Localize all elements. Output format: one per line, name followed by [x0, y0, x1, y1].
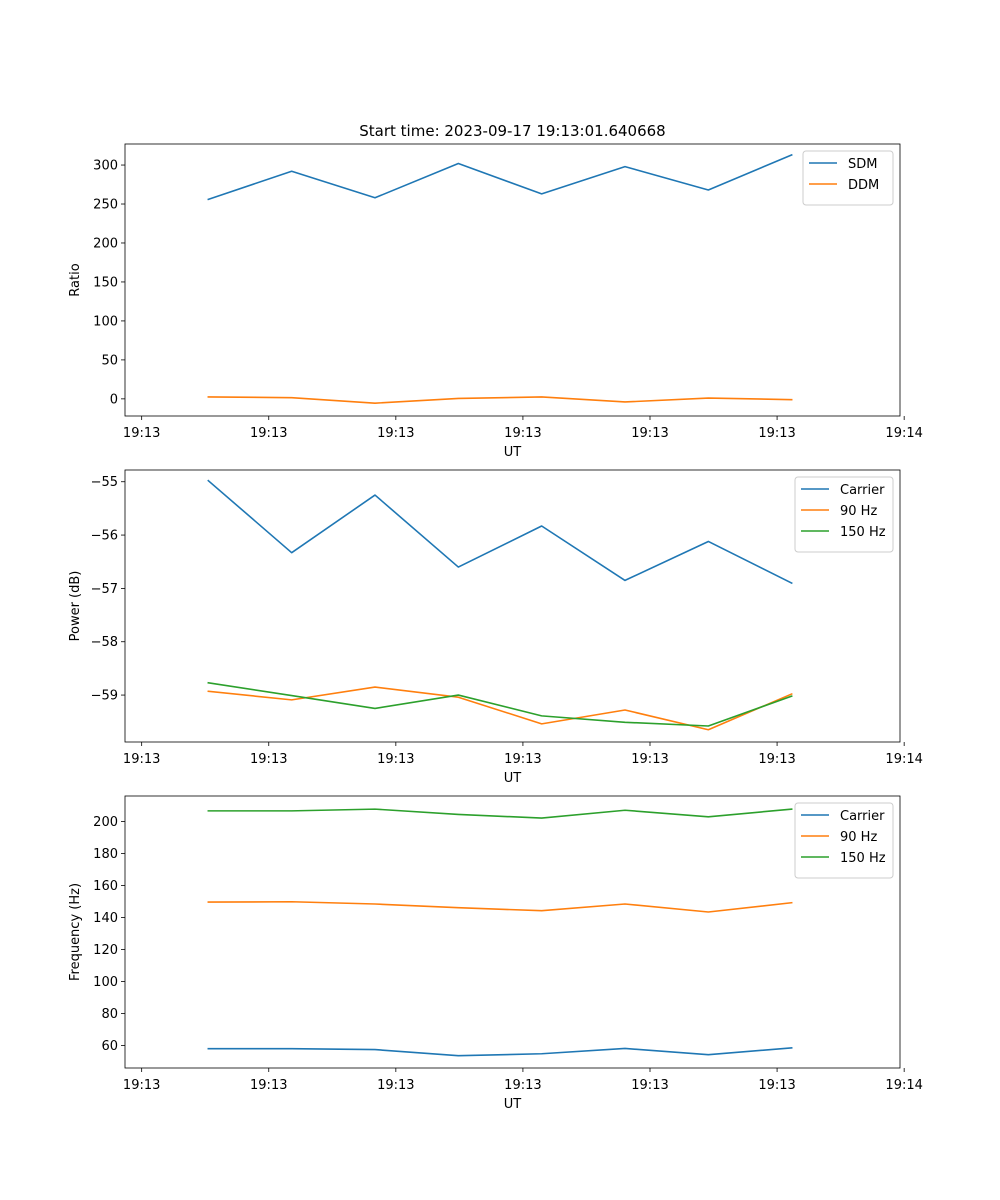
legend: Carrier 90 Hz 150 Hz [794, 802, 894, 879]
series-line-150-hz [207, 808, 793, 819]
y-tick-label: −59 [91, 689, 118, 704]
legend: Carrier 90 Hz 150 Hz [794, 476, 894, 553]
x-tick-label: 19:13 [250, 426, 287, 441]
axes-frame [124, 143, 901, 417]
y-tick-label: 100 [93, 975, 118, 990]
y-tick-label: 0 [110, 392, 118, 407]
x-tick-label: 19:13 [250, 752, 287, 767]
y-tick-label: −55 [91, 475, 118, 490]
x-tick-label: 19:13 [123, 1078, 160, 1093]
y-tick-label: 250 [93, 198, 118, 213]
x-tick-label: 19:13 [504, 752, 541, 767]
x-tick-label: 19:13 [123, 752, 160, 767]
x-tick-label: 19:13 [504, 1078, 541, 1093]
x-tick-label: 19:13 [631, 1078, 668, 1093]
x-tick-label: 19:13 [377, 752, 414, 767]
chart-title: Start time: 2023-09-17 19:13:01.640668 [359, 122, 665, 140]
y-tick-label: 80 [101, 1007, 118, 1022]
x-tick-label: 19:13 [377, 1078, 414, 1093]
axes-frame [124, 469, 901, 743]
legend-label: 90 Hz [840, 830, 877, 845]
x-tick-label: 19:14 [885, 752, 922, 767]
legend-box [794, 476, 894, 553]
x-axis-label: UT [504, 445, 522, 460]
x-tick-label: 19:14 [885, 426, 922, 441]
x-tick-label: 19:13 [377, 426, 414, 441]
y-tick-label: 100 [93, 314, 118, 329]
series-line-90-hz [207, 900, 793, 913]
y-tick-label: 50 [101, 353, 118, 368]
x-tick-label: 19:13 [758, 426, 795, 441]
legend-box [802, 150, 894, 206]
y-tick-label: 120 [93, 943, 118, 958]
legend-label: 150 Hz [840, 525, 886, 540]
x-tick-label: 19:13 [758, 1078, 795, 1093]
y-tick-label: −56 [91, 529, 118, 544]
legend-label: 90 Hz [840, 504, 877, 519]
y-tick-label: 200 [93, 815, 118, 830]
y-axis-label: Ratio [68, 263, 83, 296]
y-tick-label: 200 [93, 236, 118, 251]
series-line-carrier [207, 1046, 793, 1057]
legend-label: SDM [848, 157, 877, 172]
legend-label: DDM [848, 178, 879, 193]
series-line-90-hz [207, 686, 793, 731]
x-tick-label: 19:13 [758, 752, 795, 767]
x-tick-label: 19:13 [631, 426, 668, 441]
chart-2: 19:13 19:13 19:13 19:13 19:13 19:13 19:14 −59 −5… [68, 469, 923, 786]
legend-label: Carrier [840, 483, 885, 498]
x-axis-label: UT [504, 1097, 522, 1112]
y-tick-label: 140 [93, 911, 118, 926]
legend: SDM DDM [802, 150, 894, 206]
x-tick-label: 19:13 [250, 1078, 287, 1093]
y-tick-label: 180 [93, 847, 118, 862]
x-tick-label: 19:14 [885, 1078, 922, 1093]
y-tick-label: −58 [91, 635, 118, 650]
series-line-150-hz [207, 681, 793, 727]
x-tick-label: 19:13 [123, 426, 160, 441]
y-tick-label: 160 [93, 879, 118, 894]
chart-1: 19:13 19:13 19:13 19:13 19:13 19:13 19:14 0 50 10… [68, 122, 923, 460]
y-axis-label: Frequency (Hz) [68, 883, 83, 981]
y-tick-label: −57 [91, 582, 118, 597]
x-tick-label: 19:13 [504, 426, 541, 441]
legend-label: 150 Hz [840, 851, 886, 866]
chart-3: 19:13 19:13 19:13 19:13 19:13 19:13 19:14 60 80 1… [68, 795, 923, 1112]
series-line-carrier [207, 479, 793, 585]
x-tick-label: 19:13 [631, 752, 668, 767]
y-axis-label: Power (dB) [68, 571, 83, 642]
y-tick-label: 60 [101, 1039, 118, 1054]
y-tick-label: 150 [93, 275, 118, 290]
x-axis-label: UT [504, 771, 522, 786]
axes-frame [124, 795, 901, 1069]
series-line-ddm [207, 396, 793, 404]
legend-box [794, 802, 894, 879]
legend-label: Carrier [840, 809, 885, 824]
series-line-sdm [207, 153, 793, 201]
y-tick-label: 300 [93, 159, 118, 174]
